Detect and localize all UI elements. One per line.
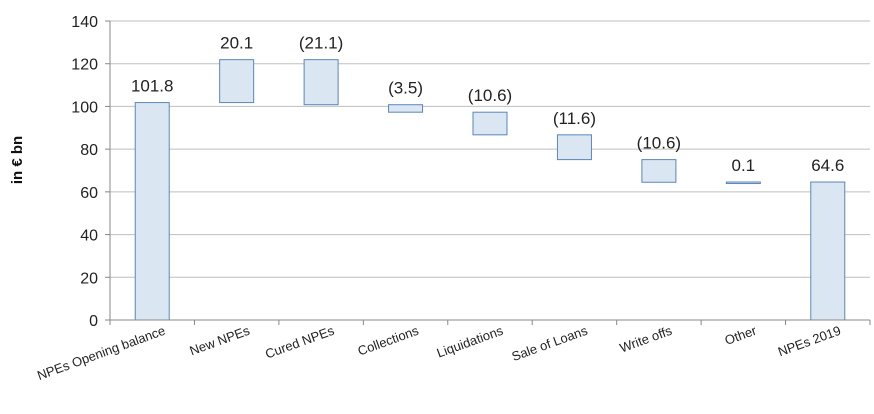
- bar-cured-npes: [303, 59, 339, 106]
- data-label: (10.6): [468, 86, 512, 105]
- x-tick-labels: NPEs Opening balance New NPEs Cured NPEs Co…: [35, 322, 843, 383]
- y-tick-label: 100: [71, 99, 98, 116]
- y-axis-title: in € bn: [9, 136, 26, 184]
- data-label: 101.8: [131, 77, 174, 96]
- x-tick-label: New NPEs: [187, 323, 252, 359]
- x-tick-label: NPEs Opening balance: [35, 323, 167, 383]
- y-tick-label: 0: [89, 313, 98, 330]
- x-tick-label: Cured NPEs: [263, 323, 336, 362]
- y-tick-label: 60: [80, 185, 98, 202]
- bar-write-offs: [641, 159, 677, 183]
- data-label: (10.6): [637, 134, 681, 153]
- x-tick-label: Other: [723, 322, 759, 347]
- x-tick-label: Collections: [356, 323, 421, 359]
- axes: [105, 20, 871, 325]
- y-tick-labels: 0 20 40 60 80 100 120 140: [71, 14, 98, 330]
- x-tick-label: NPEs 2019: [776, 323, 843, 360]
- y-tick-label: 40: [80, 228, 98, 245]
- data-labels: 101.8 20.1 (21.1) (3.5) (10.6) (11.6) (10.6) 0.…: [131, 34, 844, 175]
- data-label: (11.6): [553, 109, 596, 128]
- bar-new-npes: [219, 59, 255, 104]
- bar-sale-of-loans: [556, 134, 592, 161]
- data-label: 20.1: [220, 34, 253, 53]
- y-tick-label: 20: [80, 270, 98, 287]
- bar-npes-opening-balance: [134, 102, 170, 321]
- data-label: 64.6: [811, 156, 844, 175]
- data-label: 0.1: [732, 156, 756, 175]
- bar-other: [725, 181, 761, 185]
- y-tick-label: 120: [71, 57, 98, 74]
- x-tick-label: Sale of Loans: [510, 323, 590, 364]
- bar-npes-2019: [810, 181, 846, 321]
- data-label: (21.1): [299, 34, 343, 53]
- y-tick-label: 80: [80, 142, 98, 159]
- bar-liquidations: [472, 111, 508, 136]
- y-tick-label: 140: [71, 14, 98, 31]
- x-tick-label: Write offs: [618, 323, 675, 356]
- data-label: (3.5): [388, 79, 423, 98]
- bar-collections: [388, 104, 424, 113]
- x-tick-label: Liquidations: [435, 323, 506, 361]
